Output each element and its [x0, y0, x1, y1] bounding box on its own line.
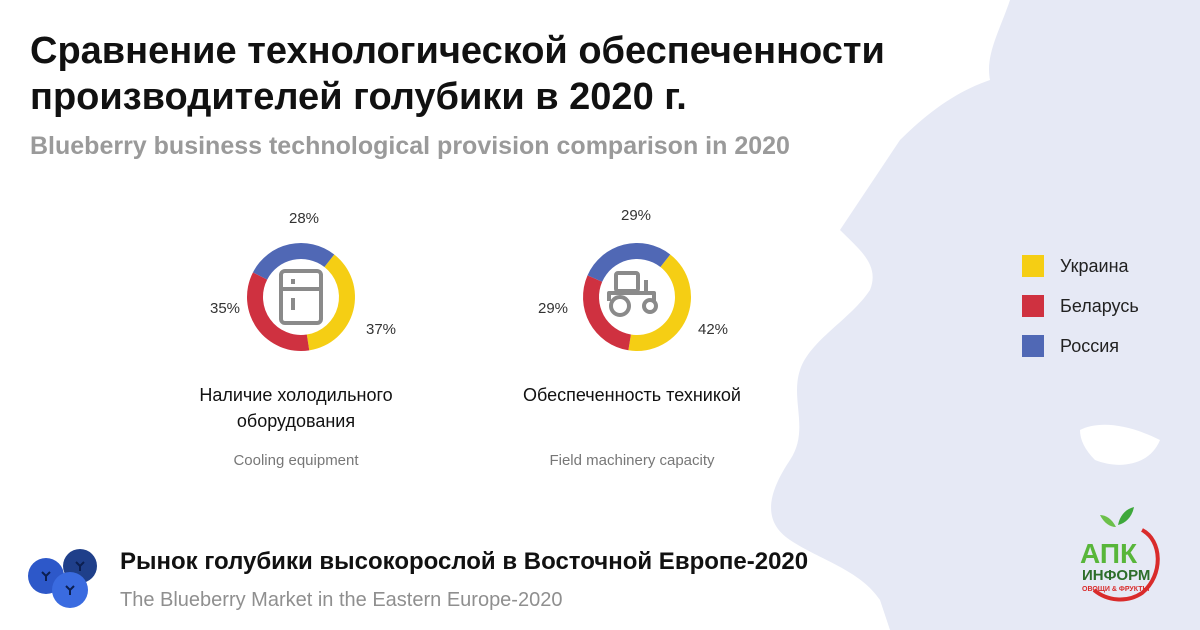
legend-item-belarus: Беларусь	[1022, 286, 1139, 326]
legend-swatch	[1022, 295, 1044, 317]
page-title: Сравнение технологической обеспеченности…	[30, 28, 885, 120]
chart-label: Обеспеченность техникой	[523, 385, 741, 405]
slice-russia	[252, 243, 335, 280]
legend-swatch	[1022, 335, 1044, 357]
page-subtitle: Blueberry business technological provisi…	[30, 132, 790, 160]
slice-russia	[587, 243, 671, 282]
refrigerator-icon	[279, 269, 323, 325]
logo-tagline: ОВОЩИ & ФРУКТЫ	[1082, 586, 1150, 593]
donut-chart	[247, 243, 355, 351]
footer-title: Рынок голубики высокорослой в Восточной …	[120, 548, 809, 575]
pct-label-belarus: 35%	[209, 300, 241, 317]
slice-ukraine	[306, 254, 355, 351]
cooling-equipment-chart: 28% 35% 37% Наличие холодильного оборудо…	[146, 200, 446, 490]
legend: Украина Беларусь Россия	[1022, 246, 1139, 366]
chart-label-en: Cooling equipment	[233, 452, 359, 469]
blueberries-icon	[28, 549, 97, 608]
legend-label: Украина	[1060, 255, 1129, 276]
pct-label-ukraine: 42%	[697, 321, 729, 338]
title-line-1: Сравнение технологической обеспеченности	[30, 30, 885, 72]
legend-label: Россия	[1060, 335, 1120, 356]
chart-label-en: Field machinery capacity	[549, 452, 715, 469]
pct-label-belarus: 29%	[537, 300, 569, 317]
logo-sub: ИНФОРМ	[1082, 567, 1150, 584]
field-machinery-chart: 29% 29% 42% Обеспеченность техникой Fiel…	[482, 200, 782, 490]
pct-label-ukraine: 37%	[365, 321, 397, 338]
pct-label-russia: 28%	[288, 210, 320, 227]
title-line-2: производителей голубики в 2020 г.	[30, 76, 687, 118]
legend-item-russia: Россия	[1022, 326, 1139, 366]
legend-swatch	[1022, 255, 1044, 277]
footer-subtitle: The Blueberry Market in the Eastern Euro…	[120, 589, 563, 611]
logo-main: АПК	[1080, 538, 1138, 569]
donut-chart	[583, 243, 691, 351]
chart-label: Наличие холодильного оборудования	[199, 385, 393, 431]
pct-label-russia: 29%	[620, 207, 652, 224]
slice-belarus	[583, 275, 631, 351]
apk-inform-logo: АПК ИНФОРМ ОВОЩИ & ФРУКТЫ	[1080, 507, 1160, 602]
slice-ukraine	[628, 254, 691, 351]
legend-item-ukraine: Украина	[1022, 246, 1139, 286]
tractor-icon	[607, 271, 658, 317]
slice-belarus	[247, 272, 310, 351]
legend-label: Беларусь	[1060, 295, 1139, 316]
